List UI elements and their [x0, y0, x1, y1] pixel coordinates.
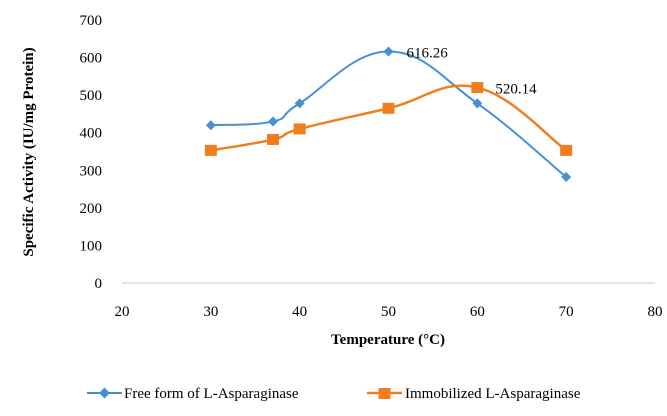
x-tick-label: 80 — [648, 304, 663, 320]
series-immobilized — [204, 82, 573, 156]
data-point-square — [267, 133, 280, 145]
data-point-diamond — [268, 116, 279, 127]
data-label: 616.26 — [407, 45, 449, 61]
legend: Free form of L-Asparaginase Immobilized … — [87, 386, 581, 402]
series-free-form — [205, 46, 572, 183]
data-point-diamond — [205, 120, 216, 131]
x-tick-label: 40 — [292, 304, 307, 320]
data-point-square — [471, 82, 484, 94]
data-point-diamond — [383, 46, 394, 57]
series-layer — [204, 46, 573, 183]
data-point-square — [560, 144, 573, 156]
legend-label-immobilized: Immobilized L-Asparaginase — [405, 386, 581, 402]
legend-label-free-form: Free form of L-Asparaginase — [124, 386, 299, 402]
data-point-square — [382, 102, 395, 114]
x-tick-labels: 20 30 40 50 60 70 80 — [115, 304, 663, 320]
x-axis-title: Temperature (°C) — [331, 332, 445, 348]
annotation-layer: 616.26 520.14 — [407, 45, 538, 97]
x-tick-label: 50 — [381, 304, 396, 320]
y-tick-label: 500 — [80, 88, 103, 104]
legend-item-immobilized: Immobilized L-Asparaginase — [367, 386, 581, 402]
legend-item-free-form: Free form of L-Asparaginase — [87, 386, 299, 402]
y-tick-label: 700 — [80, 13, 103, 29]
data-point-square — [204, 144, 217, 156]
x-tick-label: 60 — [470, 304, 485, 320]
y-tick-labels: 0 100 200 300 400 500 600 700 — [80, 13, 103, 292]
data-point-square — [293, 123, 306, 135]
series-line — [210, 50, 567, 178]
data-point-diamond — [472, 98, 483, 109]
y-tick-label: 600 — [80, 51, 103, 67]
x-tick-label: 30 — [203, 304, 218, 320]
data-label: 520.14 — [495, 82, 537, 98]
y-tick-label: 200 — [80, 201, 103, 217]
legend-marker-square — [378, 388, 391, 399]
y-tick-label: 300 — [80, 163, 103, 179]
y-tick-label: 400 — [80, 126, 103, 142]
x-tick-label: 70 — [559, 304, 574, 320]
legend-marker-diamond — [99, 387, 110, 399]
data-point-diamond — [294, 98, 305, 109]
y-axis-title: Specific Activity (IU/mg Protein) — [21, 47, 37, 256]
y-tick-label: 100 — [80, 238, 103, 254]
x-tick-label: 20 — [115, 304, 130, 320]
data-point-diamond — [561, 172, 572, 183]
y-tick-label: 0 — [95, 276, 103, 292]
